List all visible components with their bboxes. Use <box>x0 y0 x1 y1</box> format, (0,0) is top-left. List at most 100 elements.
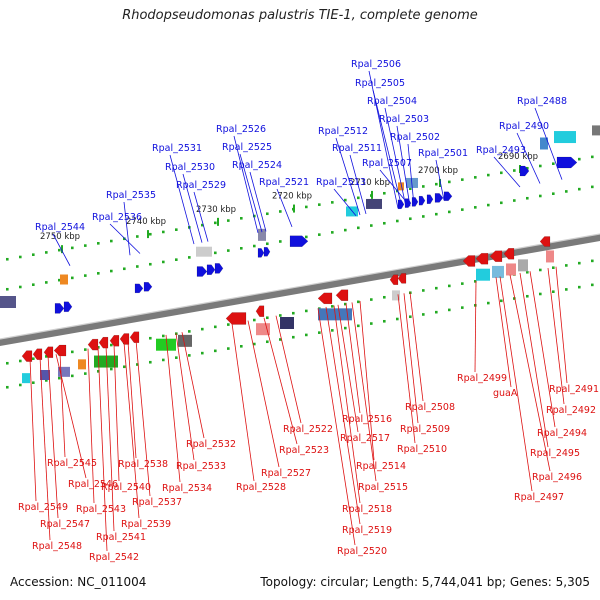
scale-dots-bottom <box>357 324 360 328</box>
forward-leader-line <box>233 135 259 233</box>
reverse-leader-line <box>333 305 361 504</box>
scale-dots-lower <box>201 327 204 331</box>
scale-dots-top <box>422 185 425 188</box>
forward-gene-label: Rpal_2502 <box>390 132 440 143</box>
reverse-gene-arrow <box>98 336 109 349</box>
scale-dots-upper <box>97 272 100 275</box>
scale-dots-bottom <box>435 310 438 314</box>
scale-label: 2750 kbp <box>40 232 80 242</box>
forward-gene-arrow <box>519 165 530 177</box>
forward-gene-arrow <box>263 247 271 257</box>
scale-dots-upper <box>409 217 412 221</box>
reverse-gene-arrow <box>539 236 551 247</box>
scale-dots-top <box>253 214 256 218</box>
forward-gene-arrow <box>134 283 144 294</box>
scale-dots-bottom <box>461 306 464 309</box>
forward-gene-label: Rpal_2501 <box>418 148 468 159</box>
reverse-leader-line <box>181 332 205 439</box>
scale-dots-top <box>149 232 152 236</box>
feature-box <box>94 355 118 368</box>
feature-box <box>366 198 382 209</box>
scale-dots-bottom <box>19 383 22 387</box>
reverse-leader-line <box>499 276 533 492</box>
feature-box <box>398 182 404 191</box>
forward-leader-line <box>193 191 209 242</box>
scale-dots-bottom <box>474 304 477 307</box>
scale-dots-upper <box>513 199 516 202</box>
scale-dots-upper <box>526 196 529 200</box>
forward-gene-arrow <box>214 263 224 274</box>
scale-dots-bottom <box>58 376 61 380</box>
reverse-leader-line <box>47 355 59 519</box>
scale-dots-top <box>578 157 581 161</box>
reverse-leader-line <box>337 304 359 433</box>
reverse-gene-label: Rpal_2510 <box>397 444 447 455</box>
reverse-gene-label: Rpal_2494 <box>537 428 587 439</box>
scale-dots-bottom <box>97 370 100 373</box>
scale-dots-bottom <box>500 299 503 303</box>
reverse-gene-label: Rpal_2522 <box>283 424 333 435</box>
scale-dots-lower <box>539 268 542 272</box>
reverse-leader-line <box>123 342 140 519</box>
scale-dots-upper <box>149 262 152 266</box>
reverse-gene-label: Rpal_2497 <box>514 492 564 503</box>
reverse-gene-label: Rpal_2540 <box>101 482 151 493</box>
scale-dots-upper <box>136 265 139 268</box>
forward-leader-line <box>109 223 141 254</box>
scale-dots-lower <box>383 295 386 299</box>
scale-dots-upper <box>32 283 35 286</box>
scale-label: 2710 kbp <box>350 178 390 188</box>
scale-dots-upper <box>110 269 113 273</box>
reverse-gene-label: Rpal_2514 <box>356 461 406 472</box>
scale-dots-top <box>435 182 438 186</box>
scale-dots-top <box>175 228 178 231</box>
scale-dots-bottom <box>149 360 152 364</box>
scale-dots-bottom <box>214 349 217 353</box>
reverse-leader-line <box>105 345 115 532</box>
scale-dots-top <box>318 203 321 206</box>
reverse-leader-line <box>317 308 356 546</box>
reverse-leader-line <box>97 346 108 552</box>
reverse-gene-label: Rpal_2495 <box>530 448 580 459</box>
scale-dots-bottom <box>227 347 230 350</box>
reverse-gene-arrow <box>21 350 33 362</box>
reverse-leader-line <box>409 292 424 402</box>
forward-leader-line <box>276 188 293 228</box>
scale-dots-lower <box>279 314 282 317</box>
forward-gene-arrow <box>289 235 309 247</box>
scale-dots-upper <box>214 251 217 255</box>
scale-dots-top <box>331 201 334 204</box>
forward-leader-line <box>493 156 521 188</box>
reverse-gene-label: Rpal_2518 <box>342 504 392 515</box>
forward-gene-label: Rpal_2503 <box>379 114 429 125</box>
scale-dots-lower <box>292 311 295 315</box>
scale-dots-top <box>474 176 477 179</box>
feature-box <box>22 373 30 384</box>
scale-dots-lower <box>214 325 217 329</box>
reverse-gene-arrow <box>225 312 247 325</box>
reverse-leader-line <box>351 302 377 482</box>
forward-leader-line <box>407 143 415 206</box>
scale-dots-lower <box>448 284 451 288</box>
forward-gene-arrow <box>206 264 216 276</box>
forward-gene-label: Rpal_2511 <box>332 143 382 154</box>
reverse-leader-line <box>247 320 280 468</box>
forward-gene-label: Rpal_2530 <box>165 162 215 173</box>
scale-dots-upper <box>84 274 87 277</box>
reverse-gene-arrow <box>255 305 265 317</box>
reverse-gene-label: Rpal_2520 <box>337 546 387 557</box>
reverse-gene-label: Rpal_2508 <box>405 402 455 413</box>
scale-dots-bottom <box>240 345 243 348</box>
forward-leader-line <box>379 169 411 207</box>
scale-label: 2720 kbp <box>272 192 312 202</box>
reverse-leader-line <box>555 266 568 384</box>
scale-dots-top <box>201 223 204 227</box>
scale-dots-upper <box>266 242 269 246</box>
scale-dots-upper <box>370 224 373 227</box>
feature-box <box>178 334 192 347</box>
forward-leader-line <box>534 107 563 180</box>
reverse-gene-label: Rpal_2543 <box>76 504 126 515</box>
reverse-leader-line <box>403 293 419 424</box>
scale-dots-bottom <box>253 342 256 346</box>
reverse-gene-arrow <box>317 292 333 305</box>
